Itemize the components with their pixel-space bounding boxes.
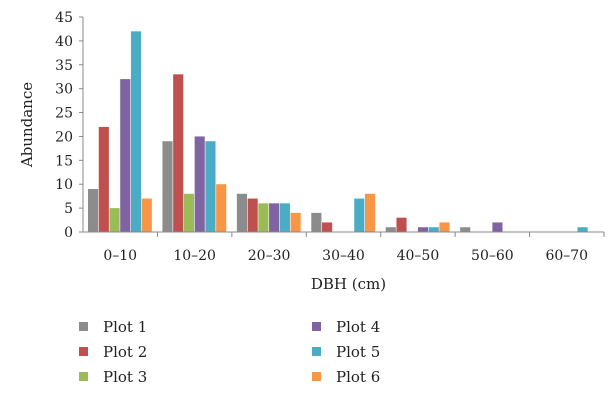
bar (269, 203, 280, 232)
bar (173, 74, 184, 232)
y-tick-label: 40 (55, 34, 73, 50)
bar (205, 141, 216, 232)
y-tick-label: 35 (55, 58, 73, 74)
legend-label: Plot 4 (336, 318, 380, 336)
bar (577, 227, 588, 232)
bar (141, 198, 152, 232)
bar (354, 198, 365, 232)
bar (460, 227, 471, 232)
legend-swatch (79, 372, 88, 381)
x-tick-label: 20–30 (248, 248, 291, 264)
axes (82, 17, 604, 233)
bar (311, 212, 322, 232)
x-tick-label: 30–40 (322, 248, 365, 264)
y-tick-label: 25 (55, 106, 73, 122)
x-axis-title: DBH (cm) (311, 275, 386, 293)
bar (236, 193, 247, 232)
y-tick-label: 0 (64, 225, 73, 241)
legend-swatch (312, 372, 321, 381)
bar (364, 193, 376, 232)
x-tick-label: 60–70 (545, 248, 588, 264)
bar (88, 189, 99, 232)
bar (428, 227, 439, 232)
y-axis-title: Abundance (18, 82, 36, 168)
bar (492, 222, 503, 232)
bars (88, 31, 588, 232)
legend-label: Plot 5 (336, 343, 380, 361)
bar (385, 227, 396, 232)
x-tick-label: 40–50 (397, 248, 440, 264)
bar (109, 208, 120, 232)
x-tick-label: 10–20 (173, 248, 216, 264)
bar (194, 136, 205, 232)
y-tick-label: 45 (55, 10, 73, 26)
legend-label: Plot 6 (336, 368, 380, 386)
legend-label: Plot 3 (103, 368, 147, 386)
legend-label: Plot 2 (103, 343, 147, 361)
y-tick-label: 30 (55, 82, 73, 98)
x-tick-label: 50–60 (471, 248, 514, 264)
legend-swatch (312, 347, 321, 356)
bar (120, 79, 131, 232)
bar (216, 184, 227, 232)
legend-swatch (312, 322, 321, 331)
y-tick-label: 15 (55, 153, 73, 169)
y-tick-label: 10 (55, 177, 73, 193)
bar (98, 126, 109, 232)
bar (417, 227, 429, 232)
bar (162, 141, 173, 232)
bar (439, 222, 450, 232)
bar (322, 222, 333, 232)
y-tick-label: 20 (55, 129, 73, 145)
legend-swatch (79, 322, 88, 331)
x-tick-label: 0–10 (103, 248, 137, 264)
bar (279, 203, 290, 232)
bar (290, 212, 301, 232)
bar (396, 217, 407, 232)
y-axis-ticks: 0 5 10 15 20 25 30 35 40 45 (55, 10, 83, 241)
x-axis-ticks: 0–10 10–20 20–30 30–40 40–50 50–60 60–70 (103, 232, 605, 264)
bar (258, 203, 269, 232)
legend-swatch (79, 347, 88, 356)
bar (247, 198, 258, 232)
bar (130, 31, 142, 232)
bar (183, 193, 195, 232)
legend-label: Plot 1 (103, 318, 147, 336)
y-tick-label: 5 (64, 201, 73, 217)
legend: Plot 1 Plot 2 Plot 3 Plot 4 Plot 5 Plot 6 (79, 318, 380, 386)
